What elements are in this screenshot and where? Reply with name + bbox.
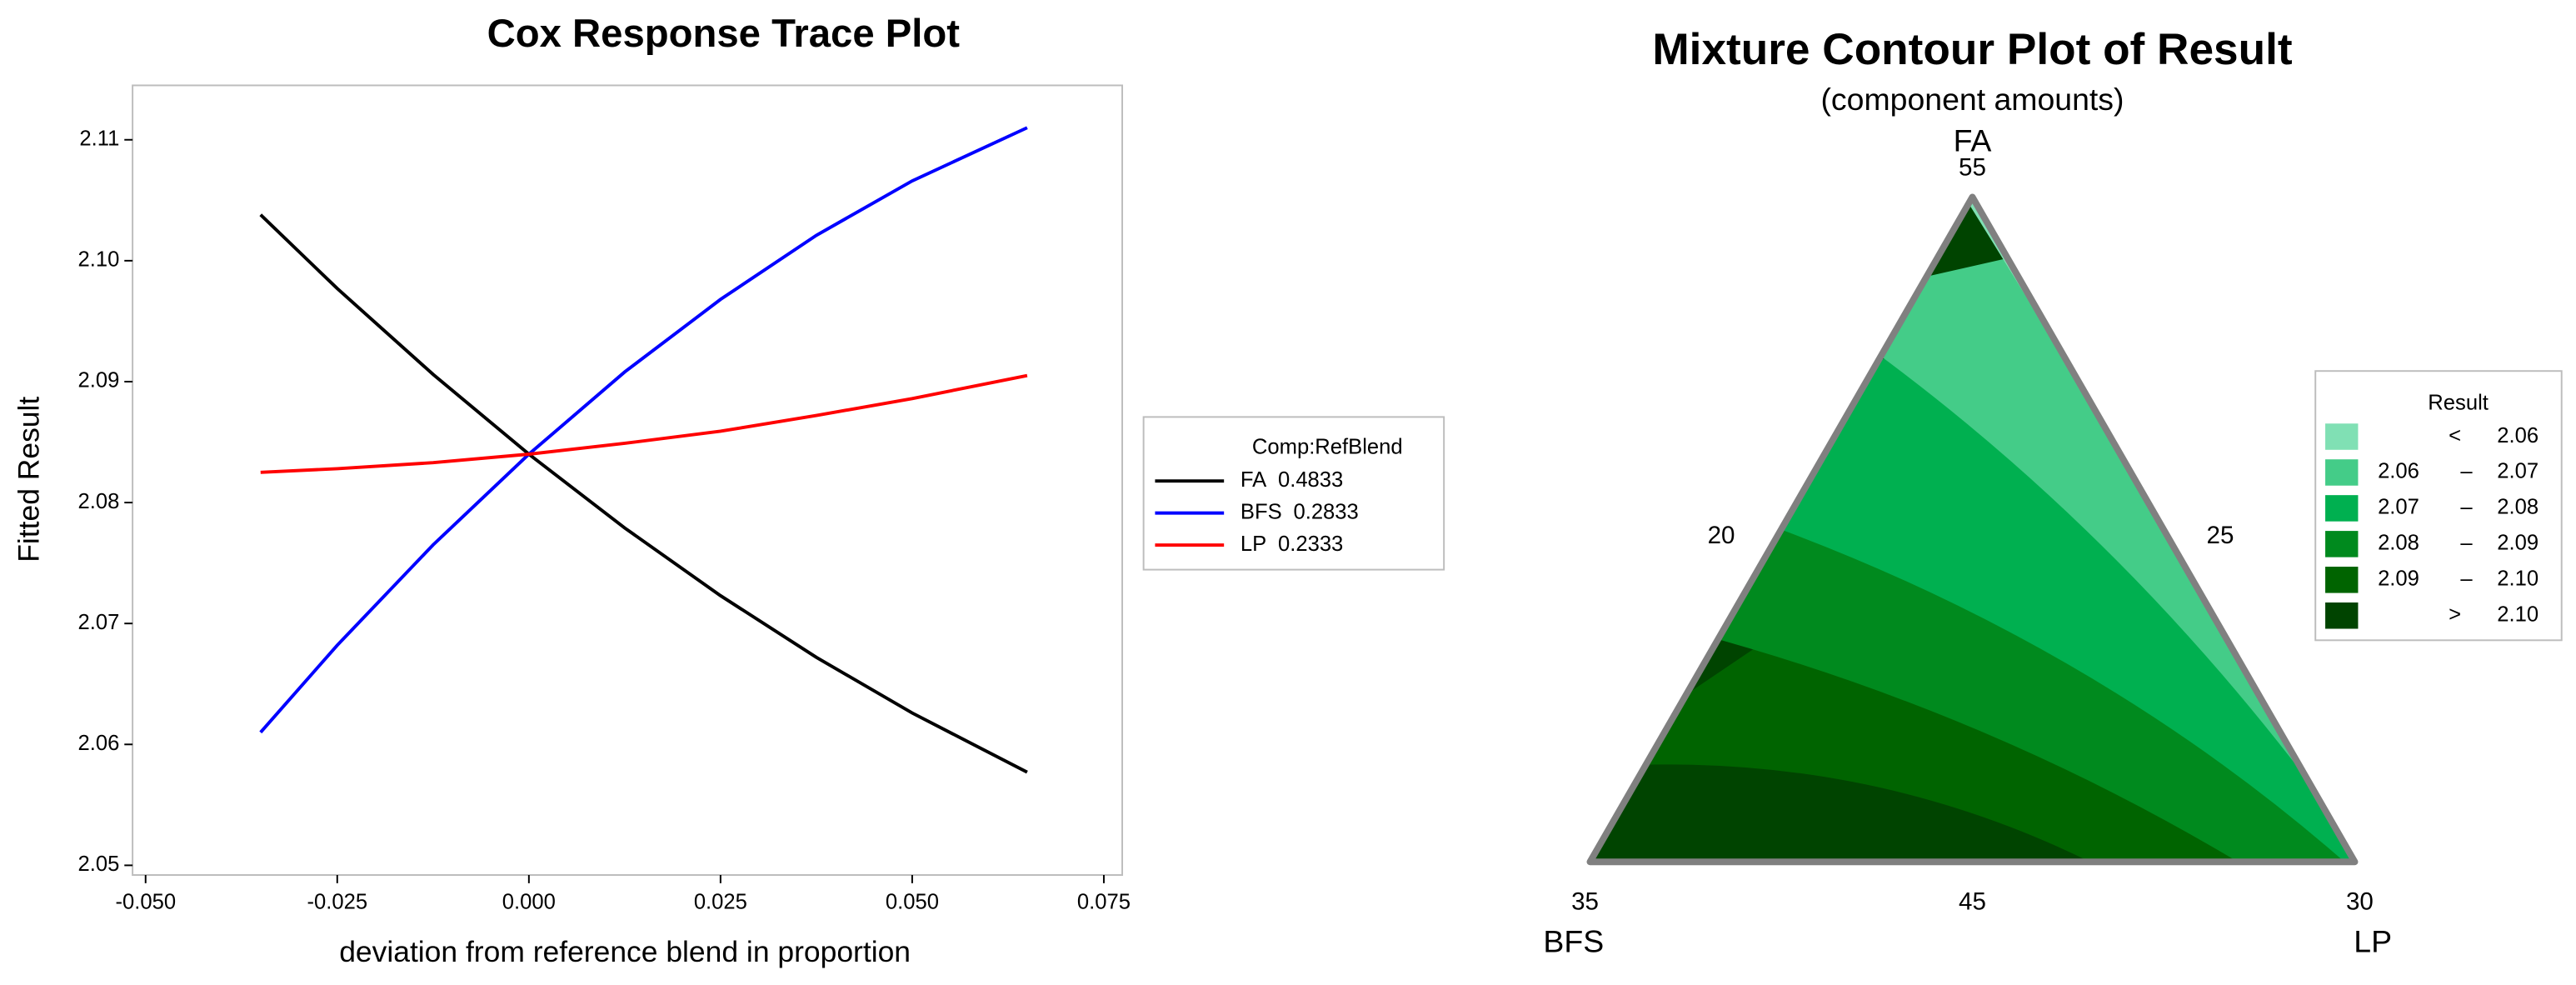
legend-level: 2.07 (2497, 460, 2539, 483)
corner-value: 55 (1959, 154, 1986, 182)
legend-level: 2.06 (2497, 424, 2539, 448)
vertex-label: BFS (1543, 924, 1604, 959)
legend-value: 0.4833 (1278, 468, 1343, 492)
legend-level: 2.09 (2378, 568, 2419, 591)
x-tick-label: 0.050 (886, 890, 939, 913)
vertex-label: LP (2354, 924, 2392, 959)
legend-operator: – (2460, 496, 2473, 519)
legend-level: 2.06 (2378, 460, 2419, 483)
legend-title: Result (2428, 391, 2489, 414)
legend-label: FA (1241, 468, 1267, 492)
y-tick-label: 2.08 (78, 490, 120, 513)
legend-operator: – (2460, 568, 2473, 591)
legend-value: 0.2833 (1293, 500, 1358, 523)
legend-level: 2.10 (2497, 568, 2539, 591)
edge-label: 45 (1959, 888, 1986, 915)
legend-level: 2.09 (2497, 532, 2539, 555)
x-axis-label: deviation from reference blend in propor… (339, 935, 911, 968)
edge-label: 25 (2207, 522, 2234, 549)
legend-swatch (2325, 495, 2359, 522)
series-line (259, 126, 1028, 734)
y-tick-label: 2.09 (78, 369, 120, 392)
plot-frame (132, 84, 1124, 876)
x-tick-label: 0.025 (694, 890, 747, 913)
legend-swatch (2325, 602, 2359, 629)
triangle-outline (1586, 193, 2359, 866)
legend-level: 2.08 (2497, 496, 2539, 519)
series-line (259, 213, 1028, 774)
legend-label: BFS (1241, 500, 1282, 523)
chart-title: Mixture Contour Plot of Result (1652, 25, 2293, 74)
legend-level: 2.10 (2497, 603, 2539, 627)
corner-value: 35 (1571, 888, 1599, 915)
y-tick-label: 2.10 (78, 248, 120, 272)
legend-operator: – (2460, 460, 2473, 483)
x-tick-label: 0.075 (1077, 890, 1131, 913)
chart-subtitle: (component amounts) (1820, 82, 2124, 117)
series-line (260, 373, 1028, 474)
y-tick-label: 2.11 (79, 128, 119, 151)
legend-label: LP (1241, 532, 1266, 556)
x-tick-label: -0.025 (307, 890, 367, 913)
legend-level: 2.08 (2378, 532, 2419, 555)
legend-operator: > (2449, 603, 2461, 627)
corner-value: 30 (2346, 888, 2374, 915)
y-tick-label: 2.05 (78, 852, 120, 876)
y-tick-label: 2.07 (78, 611, 120, 634)
y-tick-label: 2.06 (78, 732, 120, 755)
legend-operator: – (2460, 532, 2473, 555)
legend-swatch (2325, 531, 2359, 558)
legend-title: Comp:RefBlend (1252, 436, 1403, 459)
legend-swatch (2325, 459, 2359, 486)
legend-swatch (2325, 567, 2359, 593)
vertex-label: FA (1954, 122, 1992, 158)
legend-swatch (2325, 423, 2359, 450)
y-axis-label: Fitted Result (12, 397, 45, 562)
legend-level: 2.07 (2378, 496, 2419, 519)
legend-value: 0.2333 (1278, 532, 1343, 556)
chart-title: Cox Response Trace Plot (487, 12, 961, 56)
x-tick-label: 0.000 (502, 890, 556, 913)
x-tick-label: -0.050 (115, 890, 176, 913)
legend-operator: < (2449, 424, 2461, 448)
edge-label: 20 (1708, 522, 1735, 549)
